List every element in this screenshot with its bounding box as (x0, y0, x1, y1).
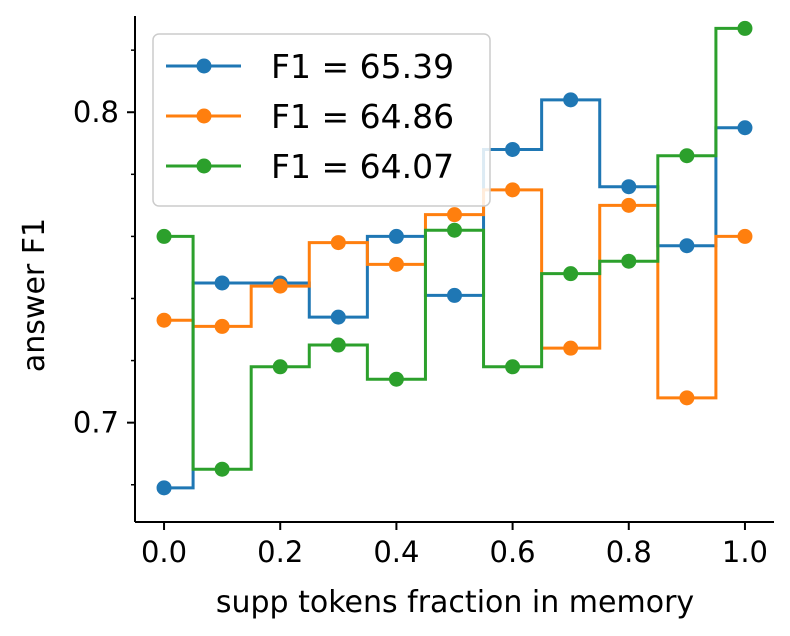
y-tick-label: 0.8 (73, 95, 119, 129)
series-2-point (272, 278, 288, 294)
series-2-point (563, 340, 579, 356)
legend-marker (196, 58, 212, 74)
x-tick-label: 0.0 (141, 535, 187, 569)
series-2-point (388, 256, 404, 272)
series-2-point (737, 228, 753, 244)
legend: F1 = 65.39 F1 = 64.86 F1 = 64.07 (152, 33, 491, 207)
legend-entry-3: F1 = 64.07 (166, 147, 454, 186)
series-3-point (505, 359, 521, 375)
series-1-point (505, 141, 521, 157)
series-1-point (156, 480, 172, 496)
series-2-point (505, 182, 521, 198)
x-tick-label: 1.0 (722, 535, 768, 569)
x-tick-label: 0.2 (257, 535, 303, 569)
series-2-point (621, 197, 637, 213)
legend-marker (196, 108, 212, 124)
x-tick-label: 0.8 (606, 535, 652, 569)
legend-label: F1 = 64.07 (271, 147, 454, 186)
series-3-point (214, 461, 230, 477)
legend-entry-2: F1 = 64.86 (166, 97, 454, 136)
series-1-point (563, 92, 579, 108)
series-3 (156, 20, 753, 477)
series-3-point (737, 20, 753, 36)
series-1-point (621, 179, 637, 195)
series-3-point (447, 222, 462, 238)
x-tick-label: 0.4 (373, 535, 419, 569)
series-3-point (563, 266, 579, 282)
legend-box (152, 33, 491, 207)
series-2-point (447, 207, 462, 223)
y-axis-label: answer F1 (17, 218, 52, 372)
legend-label: F1 = 65.39 (271, 47, 454, 86)
x-tick-label: 0.6 (490, 535, 536, 569)
legend-label: F1 = 64.86 (271, 97, 454, 136)
series-2-point (156, 312, 172, 328)
series-3-point (679, 148, 695, 164)
series-3-point (272, 359, 288, 375)
series-3-point (330, 337, 346, 353)
series-3-point (388, 371, 404, 387)
series-1-point (330, 309, 346, 325)
series-1-point (447, 287, 462, 303)
series-2-point (214, 318, 230, 334)
series-2-point (679, 390, 695, 406)
axes: 0.0 0.2 0.4 0.6 0.8 1.0 0.7 0.8 (73, 16, 774, 569)
series-1-point (214, 275, 230, 291)
y-tick-label: 0.7 (73, 406, 119, 440)
legend-entry-1: F1 = 65.39 (166, 47, 454, 86)
series-layer (156, 20, 753, 496)
series-1-point (737, 120, 753, 136)
legend-marker (196, 158, 212, 174)
series-1-point (679, 238, 695, 254)
series-3-point (156, 228, 172, 244)
series-2 (156, 182, 753, 406)
series-1-point (388, 228, 404, 244)
x-axis-label: supp tokens fraction in memory (216, 585, 694, 620)
series-2-point (330, 235, 346, 251)
series-3-point (621, 253, 637, 269)
